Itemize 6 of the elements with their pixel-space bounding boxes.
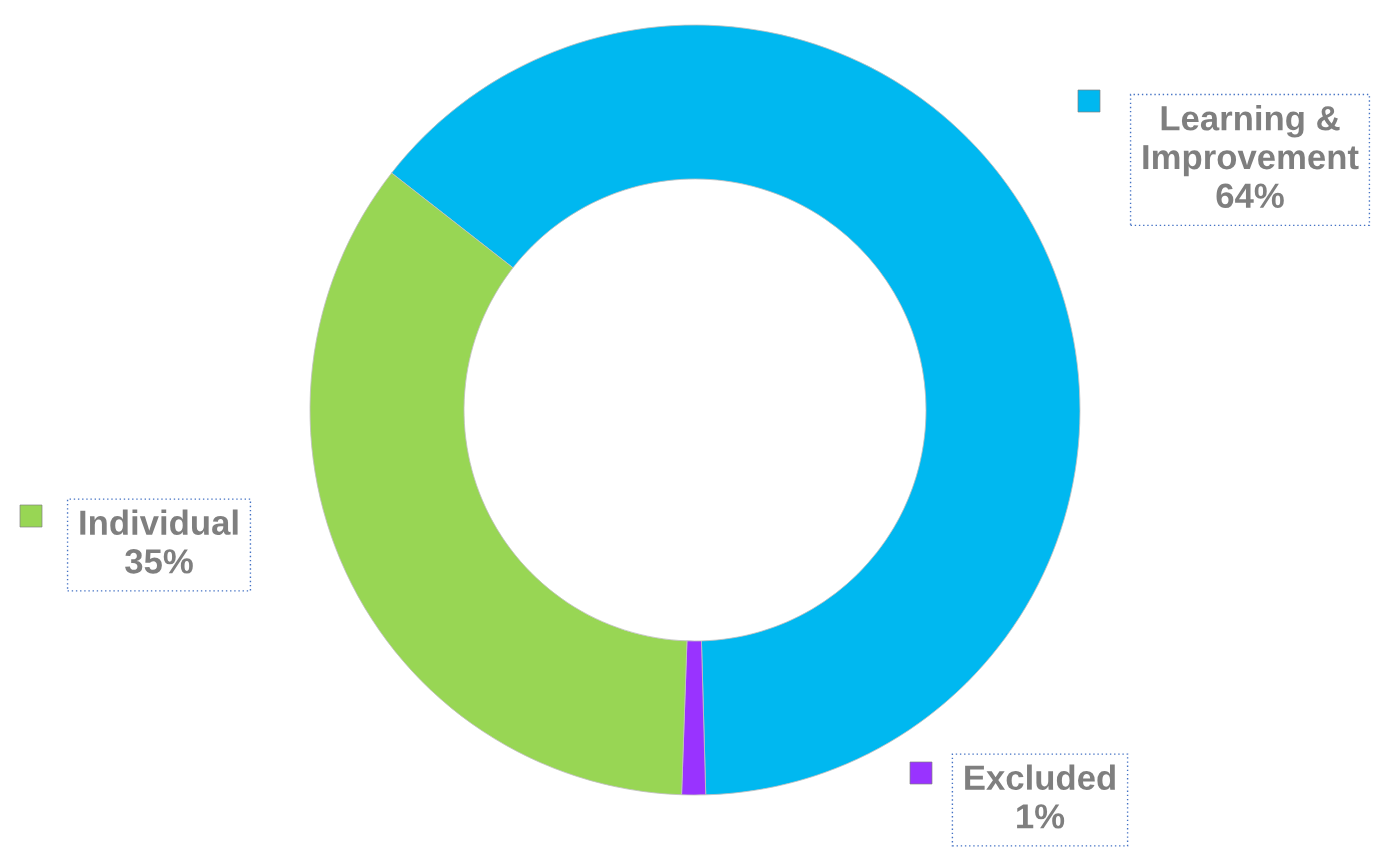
legend-label: Individual (80, 509, 238, 535)
data-label: 64% (1216, 183, 1284, 209)
legend-label: Excluded (965, 764, 1115, 790)
data-label: 1% (1017, 804, 1065, 829)
legend-label: Learning & Improvement (1143, 105, 1359, 177)
data-label: 35% (125, 549, 193, 574)
